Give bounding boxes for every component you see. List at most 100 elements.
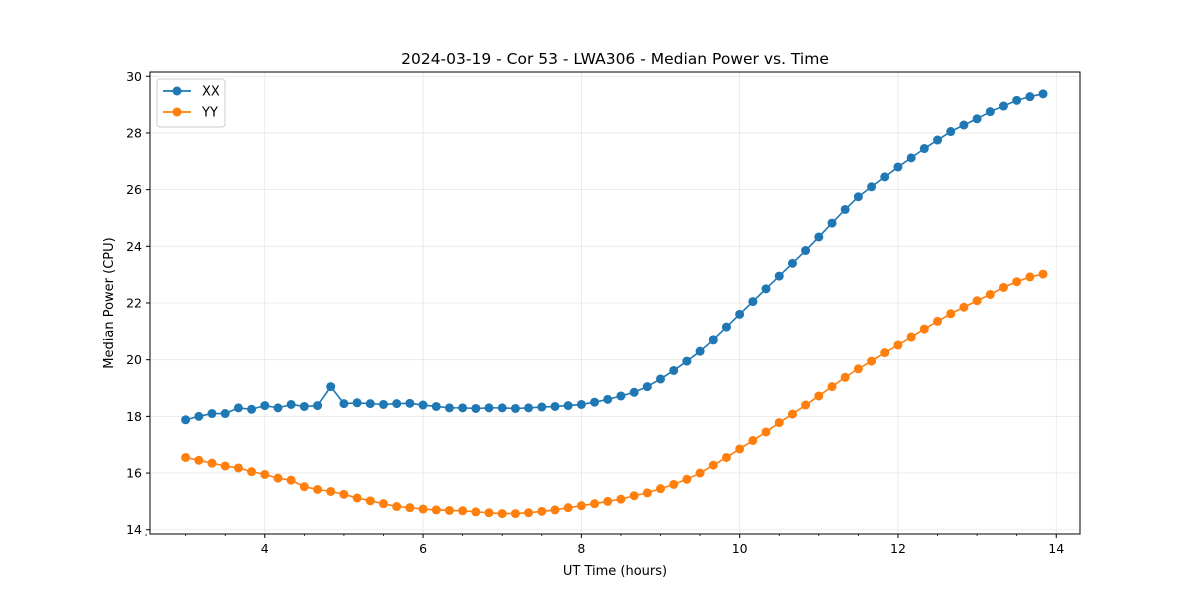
data-point-xx — [748, 297, 758, 307]
data-point-xx — [919, 144, 929, 154]
data-point-yy — [761, 427, 771, 437]
series-layer — [181, 89, 1048, 519]
data-point-xx — [1038, 89, 1048, 99]
data-point-xx — [537, 402, 547, 412]
x-tick-label: 4 — [261, 541, 269, 556]
data-point-yy — [497, 509, 507, 519]
x-axis-label: UT Time (hours) — [563, 564, 667, 579]
grid — [150, 72, 1080, 534]
x-tick-label: 14 — [1048, 541, 1064, 556]
data-point-xx — [313, 401, 323, 411]
data-point-yy — [867, 356, 877, 366]
data-point-yy — [695, 468, 705, 478]
data-point-xx — [418, 400, 428, 410]
data-point-yy — [669, 479, 679, 489]
data-point-xx — [590, 397, 600, 407]
data-point-xx — [695, 346, 705, 356]
data-point-yy — [840, 372, 850, 382]
data-point-yy — [985, 290, 995, 299]
data-point-xx — [642, 382, 652, 392]
data-point-xx — [576, 399, 586, 409]
data-point-yy — [642, 488, 652, 498]
data-point-yy — [207, 458, 217, 468]
data-point-xx — [603, 394, 613, 404]
data-point-yy — [1025, 272, 1035, 282]
data-point-yy — [787, 409, 797, 419]
data-point-yy — [590, 499, 600, 509]
data-point-xx — [431, 401, 441, 411]
data-point-xx — [326, 382, 336, 392]
x-tick-label: 12 — [890, 541, 906, 556]
data-point-xx — [721, 322, 731, 332]
data-point-xx — [735, 309, 745, 319]
data-point-xx — [787, 258, 797, 268]
data-point-xx — [814, 232, 824, 242]
data-point-xx — [761, 284, 771, 294]
data-point-xx — [563, 401, 573, 411]
data-point-xx — [708, 335, 718, 345]
axes: 4 6 8 10 12 14 14 16 18 20 22 24 26 28 30 — [126, 69, 1064, 556]
data-point-xx — [629, 387, 639, 397]
data-point-xx — [774, 271, 784, 281]
data-point-xx — [444, 403, 454, 413]
data-point-yy — [365, 496, 375, 506]
data-point-yy — [339, 489, 349, 499]
data-point-xx — [972, 114, 982, 124]
data-point-xx — [985, 107, 995, 117]
data-point-yy — [194, 455, 204, 465]
data-point-yy — [919, 324, 929, 334]
data-point-yy — [893, 340, 903, 350]
data-point-yy — [233, 463, 243, 473]
data-point-xx — [365, 399, 375, 409]
data-point-yy — [458, 506, 468, 516]
data-point-xx — [471, 403, 481, 413]
data-point-yy — [537, 506, 547, 516]
data-point-xx — [260, 401, 270, 411]
data-point-xx — [840, 204, 850, 214]
data-point-xx — [867, 182, 877, 192]
data-point-yy — [774, 418, 784, 428]
data-point-xx — [181, 415, 191, 425]
data-point-xx — [378, 399, 388, 409]
data-point-xx — [801, 246, 811, 256]
data-point-xx — [550, 401, 560, 411]
data-point-xx — [656, 374, 666, 384]
data-point-yy — [471, 507, 481, 517]
data-point-xx — [827, 218, 837, 228]
y-tick-label: 30 — [126, 69, 142, 84]
data-point-xx — [510, 403, 520, 413]
data-point-yy — [998, 282, 1008, 292]
data-point-yy — [484, 508, 494, 518]
data-point-yy — [603, 496, 613, 506]
data-point-yy — [392, 502, 402, 512]
data-point-xx — [286, 399, 296, 409]
data-point-yy — [247, 467, 257, 477]
data-point-yy — [563, 503, 573, 513]
data-point-xx — [207, 409, 217, 419]
data-point-xx — [273, 403, 283, 413]
data-point-yy — [576, 501, 586, 511]
legend-yy-marker — [172, 107, 182, 117]
data-point-yy — [326, 486, 336, 496]
y-tick-label: 28 — [126, 125, 142, 140]
data-point-yy — [418, 504, 428, 514]
data-point-yy — [721, 452, 731, 462]
legend-xx-label: XX — [202, 85, 220, 100]
data-point-yy — [313, 485, 323, 494]
data-point-yy — [550, 505, 560, 515]
y-axis-label: Median Power (CPU) — [102, 237, 117, 368]
data-point-xx — [933, 135, 943, 145]
data-point-xx — [998, 101, 1008, 111]
y-tick-label: 20 — [126, 352, 142, 367]
data-point-xx — [1012, 95, 1022, 105]
chart-title: 2024-03-19 - Cor 53 - LWA306 - Median Po… — [401, 50, 829, 68]
data-point-xx — [352, 398, 362, 408]
data-point-yy — [880, 348, 890, 358]
data-point-xx — [497, 403, 507, 413]
data-point-yy — [735, 444, 745, 454]
data-point-xx — [669, 365, 679, 375]
data-point-yy — [405, 503, 415, 513]
data-point-xx — [392, 399, 402, 409]
data-point-yy — [1038, 269, 1048, 279]
